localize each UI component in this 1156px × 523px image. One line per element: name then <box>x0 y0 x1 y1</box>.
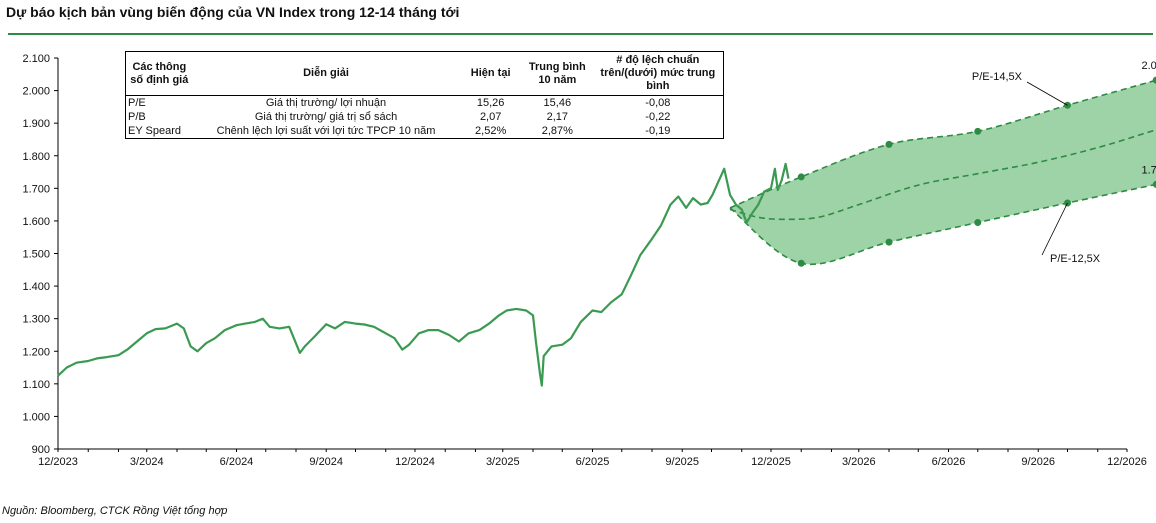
x-tick-label: 6/2026 <box>932 456 966 468</box>
lower-callout-line <box>1041 202 1068 256</box>
table-cell: -0,22 <box>645 111 671 123</box>
table-cell: P/E <box>128 97 146 109</box>
y-tick-label: 1.400 <box>22 281 50 293</box>
upper_band-point <box>1152 76 1156 84</box>
history-line <box>57 162 790 387</box>
table-cell: 15,46 <box>543 97 572 109</box>
chart-title: Dự báo kịch bản vùng biến động của VN In… <box>6 4 460 20</box>
upper-end-label: 2.032 <box>1141 60 1156 72</box>
lower-end-label: 1.712 <box>1141 164 1156 176</box>
lower_band-line <box>729 183 1156 266</box>
y-tick-label: 2.000 <box>22 86 50 98</box>
y-tick-label: 1.900 <box>22 118 50 130</box>
table-cell: Giá thị trường/ lợi nhuận <box>265 97 387 109</box>
table-row: P/E Giá thị trường/ lợi nhuận 15,26 15,4… <box>126 96 724 111</box>
table-cell: 2,87% <box>521 124 593 139</box>
middle_band-line <box>729 128 1156 221</box>
x-tick-label: 3/2024 <box>130 456 164 468</box>
upper_band-point <box>885 140 893 148</box>
table-cell: 2,52% <box>459 124 522 139</box>
table-cell: 15,26 <box>476 97 505 109</box>
y-tick-label: 1.000 <box>22 411 50 423</box>
x-tick-label: 6/2024 <box>220 456 254 468</box>
x-tick-label: 6/2025 <box>576 456 610 468</box>
table-row: EY Speard Chênh lệch lợi suất với lợi tứ… <box>125 124 724 139</box>
x-tick-label: 9/2026 <box>1021 456 1055 468</box>
scenario-band <box>729 76 1156 267</box>
table-cell: Chênh lệch lợi suất với lợi tức TPCP 10 … <box>192 124 460 139</box>
y-tick-label: 2.100 <box>22 53 50 65</box>
lower_band-point <box>797 259 805 267</box>
lower_band-point <box>974 219 982 227</box>
y-tick-label: 900 <box>32 444 50 456</box>
x-tick-label: 3/2025 <box>486 456 520 468</box>
scenario-band-fill <box>730 80 1156 265</box>
table-cell: -0,08 <box>645 97 671 109</box>
table-cell: 2,17 <box>546 111 569 123</box>
table-header: Hiện tại <box>459 51 522 96</box>
y-tick-label: 1.700 <box>22 183 50 195</box>
table-cell: Giá thị trường/ giá trị sổ sách <box>254 111 398 123</box>
upper-band-label: P/E-14,5X <box>972 71 1023 83</box>
lower_band-point <box>885 238 893 246</box>
y-tick-label: 1.300 <box>22 314 50 326</box>
x-tick-label: 9/2025 <box>665 456 699 468</box>
y-tick-label: 1.600 <box>22 216 50 228</box>
lower_band-point <box>1152 180 1156 188</box>
source-note: Nguồn: Bloomberg, CTCK Rồng Việt tổng hợ… <box>2 505 228 517</box>
x-tick-label: 9/2024 <box>309 456 343 468</box>
table-header: # độ lệch chuẩn trên/(dưới) mức trung bì… <box>592 51 724 96</box>
table-header: Diễn giải <box>192 51 460 96</box>
table-cell: EY Speard <box>125 124 193 139</box>
table-cell: -0,19 <box>592 124 724 139</box>
x-tick-label: 12/2024 <box>395 456 435 468</box>
y-tick-label: 1.200 <box>22 346 50 358</box>
y-tick-label: 1.100 <box>22 379 50 391</box>
x-tick-label: 3/2026 <box>842 456 876 468</box>
history-series <box>57 162 790 387</box>
x-tick-label: 12/2025 <box>751 456 791 468</box>
annotations: 2.032 1.712 P/E-14,5X P/E-12,5X <box>972 60 1156 265</box>
table-row: P/B Giá thị trường/ giá trị sổ sách 2,07… <box>126 110 724 124</box>
table-header: Trung bình 10 năm <box>521 51 593 96</box>
x-tick-label: 12/2026 <box>1107 456 1147 468</box>
upper-callout-line <box>1026 81 1068 106</box>
table-cell: P/B <box>128 111 146 123</box>
upper_band-point <box>974 127 982 135</box>
y-tick-label: 1.800 <box>22 151 50 163</box>
axes: 900 1.000 1.100 1.200 1.300 1.400 1.500 1.600 1.… <box>22 53 1146 468</box>
lower-band-label: P/E-12,5X <box>1050 253 1101 265</box>
table-cell: 2,07 <box>479 111 502 123</box>
upper_band-point <box>797 173 805 181</box>
x-tick-label: 12/2023 <box>38 456 78 468</box>
valuation-table: Các thông số định giá Diễn giải Hiện tại… <box>125 51 724 139</box>
y-tick-label: 1.500 <box>22 249 50 261</box>
table-header: Các thông số định giá <box>125 51 193 96</box>
